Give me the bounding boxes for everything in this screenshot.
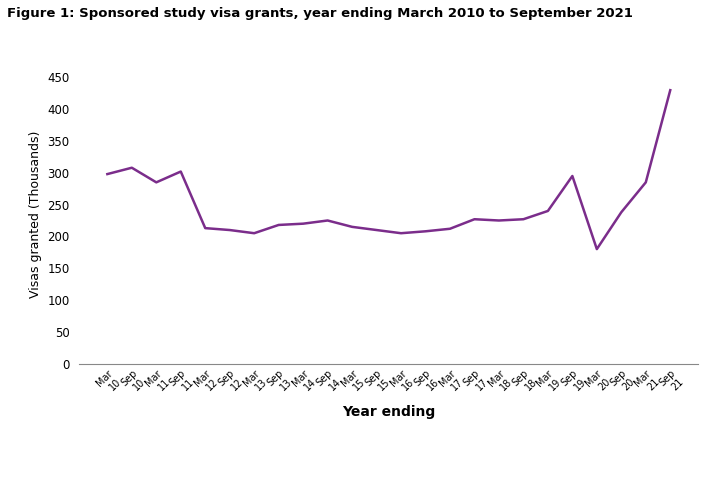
Text: Figure 1: Sponsored study visa grants, year ending March 2010 to September 2021: Figure 1: Sponsored study visa grants, y…: [7, 7, 633, 20]
Y-axis label: Visas granted (Thousands): Visas granted (Thousands): [29, 130, 42, 298]
X-axis label: Year ending: Year ending: [342, 405, 436, 419]
